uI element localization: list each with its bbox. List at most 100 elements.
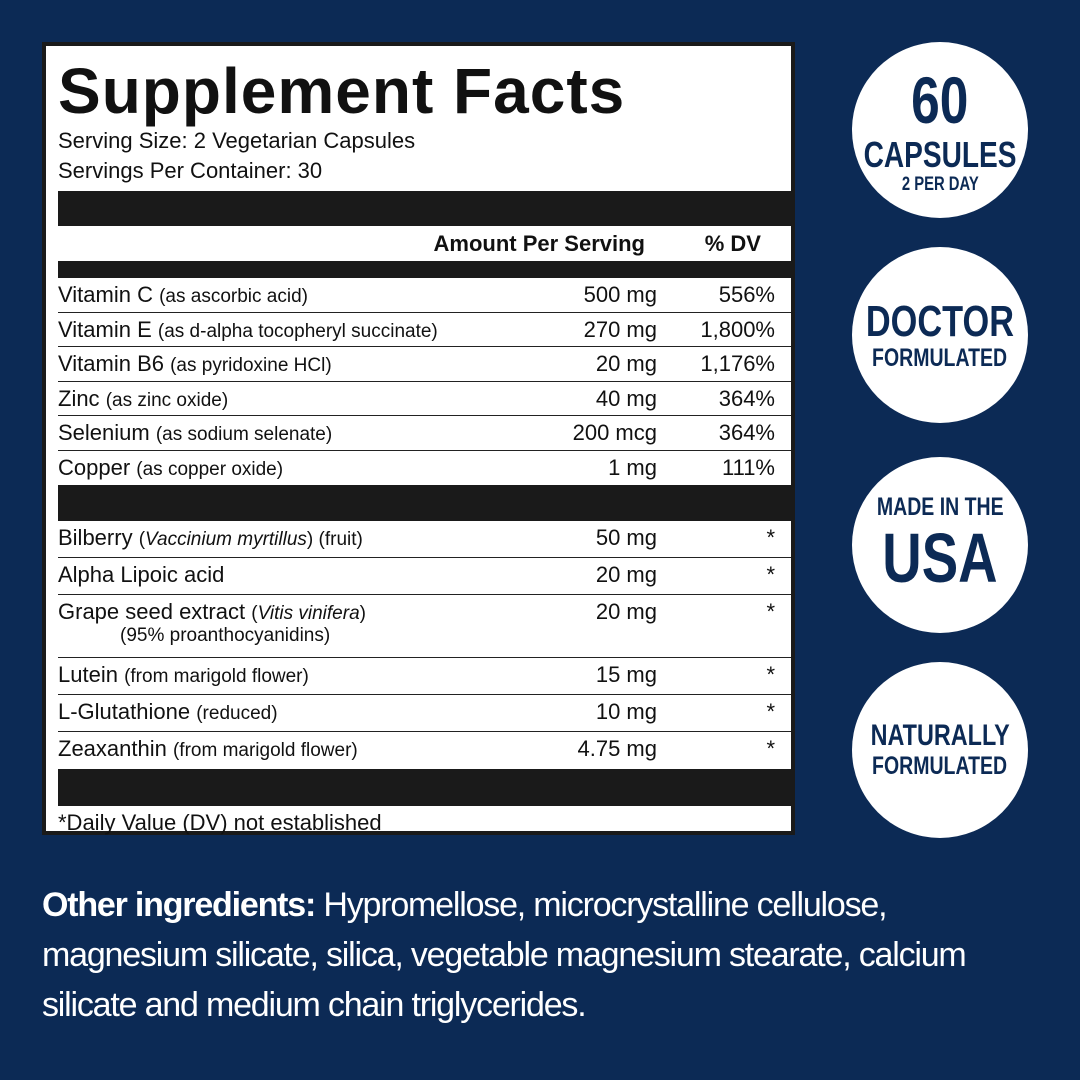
- note: (from marigold flower): [172, 740, 358, 761]
- name: Zeaxanthin: [58, 736, 167, 761]
- ingredient: Zinc (as zinc oxide): [58, 386, 537, 412]
- row: Selenium (as sodium selenate) 200 mcg 364%: [58, 416, 791, 451]
- note: (as ascorbic acid): [159, 286, 308, 307]
- column-header: Amount Per Serving % DV: [58, 226, 791, 261]
- badge-line: FORMULATED: [872, 344, 1008, 373]
- row: Vitamin C (as ascorbic acid) 500 mg 556%: [58, 278, 791, 313]
- name: Vitamin B6: [58, 351, 164, 376]
- servings-per-container: Servings Per Container: 30: [58, 158, 323, 183]
- name: Bilberry: [58, 525, 133, 550]
- row: Vitamin B6 (as pyridoxine HCl) 20 mg 1,176…: [58, 347, 791, 382]
- amount: 20 mg: [595, 351, 657, 376]
- daily-value: 364%: [718, 385, 775, 411]
- ingredient: Zeaxanthin (from marigold flower): [58, 736, 537, 762]
- ingredient: Copper (as copper oxide): [58, 455, 537, 481]
- daily-value: *: [766, 736, 775, 761]
- note: ) (fruit): [306, 529, 363, 550]
- note: ): [359, 603, 366, 624]
- note: (: [138, 529, 146, 550]
- amount: 50 mg: [595, 525, 657, 550]
- amount: 270 mg: [583, 316, 657, 342]
- note: (as d-alpha tocopheryl succinate): [157, 320, 438, 342]
- sub-note: (95% proanthocyanidins): [120, 625, 331, 646]
- badge: DOCTOR FORMULATED: [852, 247, 1028, 423]
- divider: [58, 261, 791, 278]
- amount-header: Amount Per Serving: [433, 230, 645, 256]
- row: Bilberry (Vaccinium myrtillus) (fruit) 50…: [58, 521, 791, 558]
- daily-value: 111%: [721, 454, 775, 480]
- daily-value: 1,176%: [700, 351, 775, 376]
- ingredient: Bilberry (Vaccinium myrtillus) (fruit): [58, 525, 537, 551]
- amount: 20 mg: [595, 562, 657, 587]
- daily-value: *: [766, 599, 775, 624]
- serving-size: Serving Size: 2 Vegetarian Capsules: [58, 128, 416, 153]
- amount: 40 mg: [595, 385, 657, 411]
- daily-value: 364%: [718, 420, 775, 445]
- ingredient: L-Glutathione (reduced): [58, 699, 537, 725]
- note: (from marigold flower): [124, 666, 309, 687]
- amount: 500 mg: [583, 282, 657, 307]
- badge-line: 2 PER DAY: [901, 173, 979, 195]
- footnote: *Daily Value (DV) not established: [58, 810, 382, 835]
- daily-value: 1,800%: [700, 316, 775, 342]
- daily-value: *: [766, 525, 775, 550]
- text: Hypromellose, microcrystalline cellulose…: [42, 886, 967, 1024]
- divider: [58, 485, 791, 521]
- note: Vaccinium myrtillus: [145, 529, 307, 550]
- title: Supplement Facts: [58, 55, 626, 127]
- name: L-Glutathione: [58, 699, 191, 724]
- badge-line: CAPSULES: [863, 133, 1017, 175]
- note: (as sodium selenate): [155, 424, 333, 445]
- name: Vitamin C: [58, 282, 153, 307]
- row: Grape seed extract (Vitis vinifera) (95% …: [58, 595, 791, 658]
- amount: 10 mg: [595, 699, 657, 724]
- label: Other ingredients:: [42, 886, 316, 924]
- badge: 60 CAPSULES 2 PER DAY: [852, 42, 1028, 218]
- facts-panel: Supplement Facts Serving Size: 2 Vegetar…: [42, 42, 795, 835]
- badge: MADE IN THE USA: [852, 457, 1028, 633]
- row: L-Glutathione (reduced) 10 mg *: [58, 695, 791, 732]
- other-ingredients: Other ingredients: Hypromellose, microcr…: [42, 880, 1052, 1030]
- amount: 20 mg: [595, 599, 657, 624]
- amount: 15 mg: [595, 662, 657, 687]
- badge: NATURALLY FORMULATED: [852, 662, 1028, 838]
- name: Lutein: [58, 662, 118, 687]
- amount: 1 mg: [608, 454, 657, 480]
- row: Alpha Lipoic acid 20 mg *: [58, 558, 791, 595]
- badge-line: FORMULATED: [872, 751, 1008, 780]
- ingredient: Grape seed extract (Vitis vinifera) (95% …: [58, 599, 537, 647]
- dv-header: % DV: [704, 230, 761, 256]
- divider: [58, 191, 791, 226]
- note: (reduced): [196, 703, 278, 724]
- row: Vitamin E (as d-alpha tocopheryl succina…: [58, 313, 791, 347]
- badge-line: 60: [911, 62, 969, 137]
- note: (as copper oxide): [136, 458, 284, 480]
- ingredient: Selenium (as sodium selenate): [58, 420, 537, 446]
- daily-value: *: [766, 662, 775, 687]
- ingredient: Vitamin C (as ascorbic acid): [58, 282, 537, 308]
- name: Grape seed extract: [58, 599, 246, 624]
- ingredient: Vitamin B6 (as pyridoxine HCl): [58, 351, 537, 377]
- row: Zinc (as zinc oxide) 40 mg 364%: [58, 382, 791, 416]
- daily-value: *: [766, 562, 775, 587]
- amount: 4.75 mg: [577, 736, 658, 761]
- other-rows: Bilberry (Vaccinium myrtillus) (fruit) 50…: [58, 521, 791, 769]
- badge-line: MADE IN THE: [876, 492, 1004, 521]
- name: Selenium: [58, 420, 150, 445]
- note: (as zinc oxide): [105, 389, 229, 411]
- note: (: [251, 603, 258, 624]
- note: (as pyridoxine HCl): [170, 355, 332, 376]
- row: Copper (as copper oxide) 1 mg 111%: [58, 451, 791, 486]
- daily-value: 556%: [718, 282, 775, 307]
- name: Zinc: [58, 385, 100, 411]
- name: Alpha Lipoic acid: [58, 562, 225, 587]
- ingredient: Lutein (from marigold flower): [58, 662, 537, 688]
- name: Copper: [58, 454, 131, 480]
- badge-line: NATURALLY: [870, 719, 1010, 753]
- ingredient: Vitamin E (as d-alpha tocopheryl succina…: [58, 317, 537, 343]
- ingredient: Alpha Lipoic acid: [58, 562, 537, 588]
- amount: 200 mcg: [572, 420, 657, 445]
- row: Zeaxanthin (from marigold flower) 4.75 mg…: [58, 732, 791, 769]
- daily-value: *: [766, 699, 775, 724]
